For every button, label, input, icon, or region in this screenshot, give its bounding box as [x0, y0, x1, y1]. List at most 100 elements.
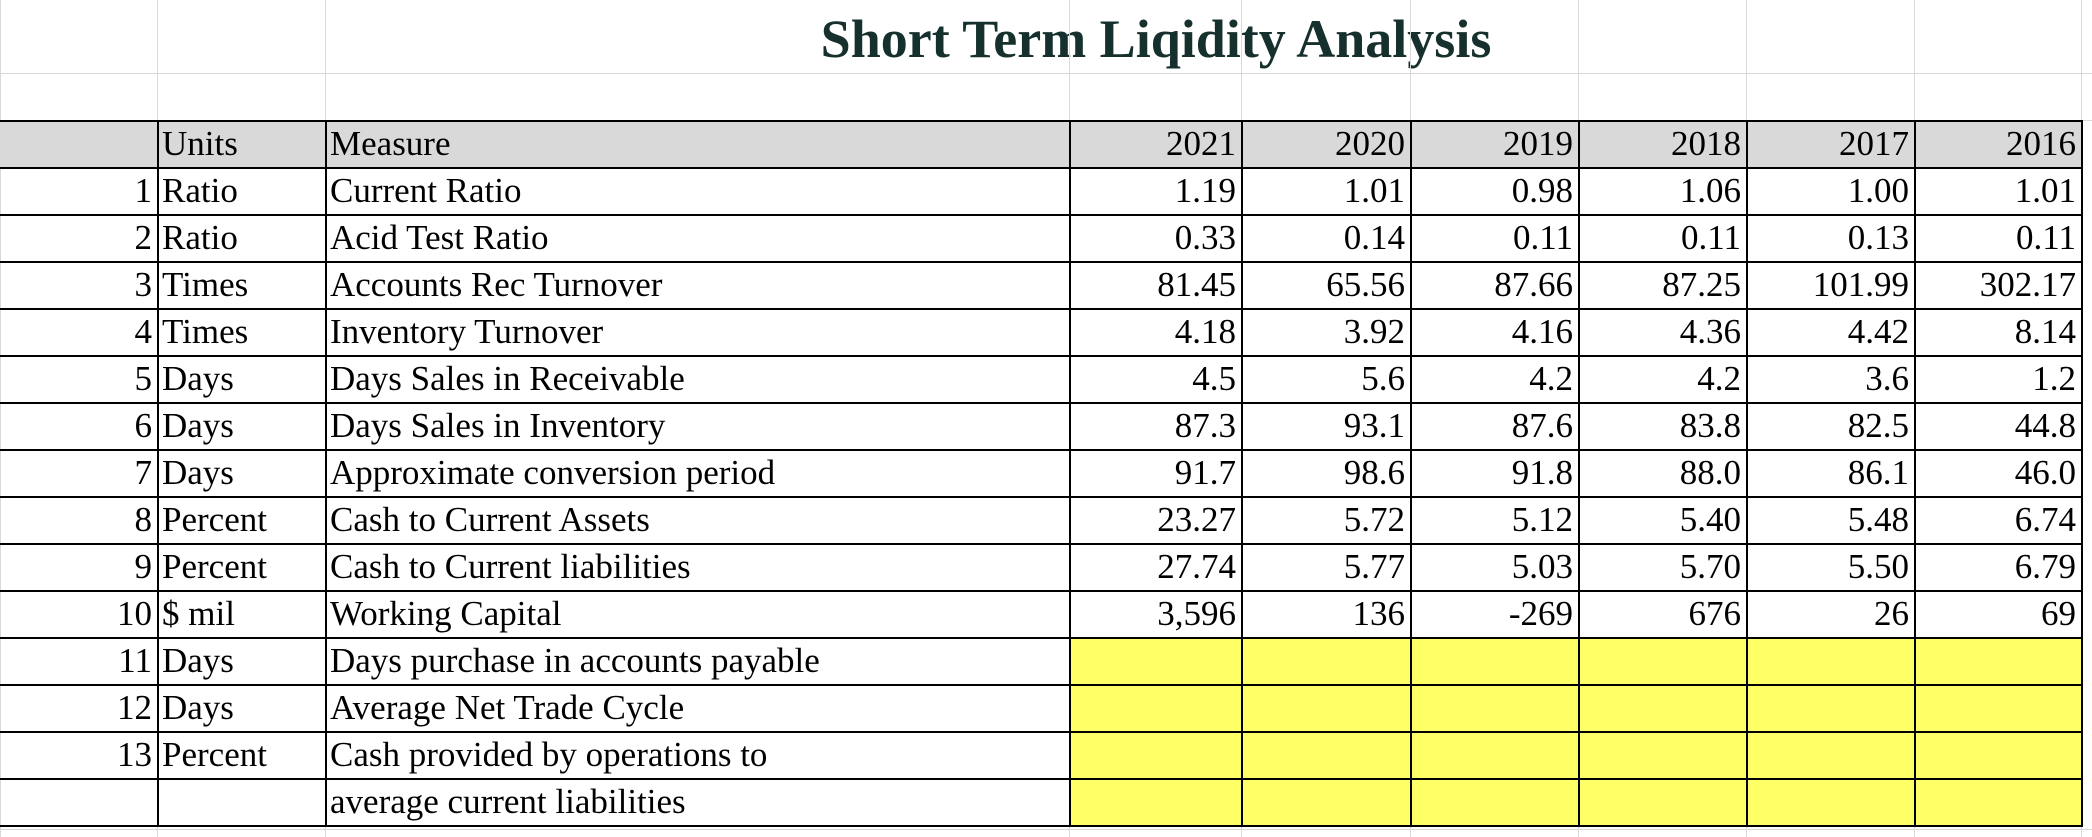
value-cell: 101.99: [1812, 265, 1909, 304]
value-cell: 5.40: [1679, 500, 1741, 539]
value-cell: 46.0: [2014, 453, 2076, 492]
units-cell: $ mil: [162, 594, 235, 633]
value-cell: 1.01: [2014, 171, 2076, 210]
col-border: [1410, 120, 1412, 827]
row-number: 12: [117, 688, 152, 727]
row-border: [0, 825, 2083, 827]
row-border: [0, 261, 2083, 263]
measure-cell: Current Ratio: [330, 171, 522, 210]
measure-cell: Acid Test Ratio: [330, 218, 549, 257]
units-cell: Days: [162, 406, 234, 445]
value-cell: 27.74: [1157, 547, 1236, 586]
value-cell: 4.42: [1847, 312, 1909, 351]
row-border: [0, 778, 2083, 780]
units-cell: Times: [162, 312, 249, 351]
row-number: 5: [134, 359, 153, 398]
value-cell: 5.03: [1511, 547, 1573, 586]
value-cell: 5.70: [1679, 547, 1741, 586]
col-border: [1069, 120, 1071, 827]
value-cell: 6.74: [2014, 500, 2076, 539]
value-cell: 65.56: [1326, 265, 1405, 304]
column-header: 2016: [2006, 124, 2076, 163]
value-cell: 4.2: [1529, 359, 1573, 398]
units-cell: Percent: [162, 547, 267, 586]
value-cell: 3.92: [1343, 312, 1405, 351]
value-cell: 0.11: [1681, 218, 1741, 257]
value-cell: 93.1: [1343, 406, 1405, 445]
header-band: [0, 120, 2081, 167]
units-cell: Ratio: [162, 171, 238, 210]
row-number: 9: [134, 547, 153, 586]
measure-cell: Cash to Current Assets: [330, 500, 650, 539]
measure-cell: Cash to Current liabilities: [330, 547, 691, 586]
value-cell: 23.27: [1157, 500, 1236, 539]
value-cell: 5.48: [1847, 500, 1909, 539]
units-cell: Days: [162, 359, 234, 398]
value-cell: 91.8: [1511, 453, 1573, 492]
measure-cell: Accounts Rec Turnover: [330, 265, 663, 304]
value-cell: 4.5: [1192, 359, 1236, 398]
row-number: 2: [134, 218, 153, 257]
grid-line: [0, 0, 1, 837]
row-number: 6: [134, 406, 153, 445]
value-cell: 0.14: [1343, 218, 1405, 257]
value-cell: 136: [1352, 594, 1406, 633]
row-border: [0, 684, 2083, 686]
value-cell: 86.1: [1847, 453, 1909, 492]
value-cell: 3.6: [1865, 359, 1909, 398]
value-cell: 87.25: [1662, 265, 1741, 304]
column-header: 2017: [1839, 124, 1909, 163]
column-header: 2020: [1335, 124, 1405, 163]
value-cell: 87.66: [1494, 265, 1573, 304]
value-cell: 44.8: [2014, 406, 2076, 445]
value-cell: 5.50: [1847, 547, 1909, 586]
value-cell: 3,596: [1157, 594, 1236, 633]
col-border: [1241, 120, 1243, 827]
measure-cell: Approximate conversion period: [330, 453, 776, 492]
value-cell: 676: [1688, 594, 1742, 633]
measure-cell: Cash provided by operations to: [330, 735, 768, 774]
col-border: [1914, 120, 1916, 827]
measure-cell: Days Sales in Inventory: [330, 406, 666, 445]
measure-cell: average current liabilities: [330, 782, 686, 821]
value-cell: 4.2: [1697, 359, 1741, 398]
title: Short Term Liqidity Analysis: [820, 9, 1492, 69]
row-border: [0, 214, 2083, 216]
row-number: 3: [134, 265, 153, 304]
row-number: 8: [134, 500, 153, 539]
measure-cell: Days purchase in accounts payable: [330, 641, 820, 680]
col-border: [1746, 120, 1748, 827]
column-header: 2019: [1503, 124, 1573, 163]
value-cell: 1.01: [1343, 171, 1405, 210]
column-header: Measure: [330, 124, 451, 163]
value-cell: 87.3: [1174, 406, 1236, 445]
value-cell: 26: [1874, 594, 1909, 633]
value-cell: 5.6: [1361, 359, 1405, 398]
row-border: [0, 543, 2083, 545]
value-cell: 0.11: [1513, 218, 1573, 257]
value-cell: 1.06: [1679, 171, 1741, 210]
value-cell: 98.6: [1343, 453, 1405, 492]
units-cell: Days: [162, 641, 234, 680]
row-number: 10: [117, 594, 152, 633]
row-border: [0, 590, 2083, 592]
value-cell: 5.77: [1343, 547, 1405, 586]
value-cell: -269: [1508, 594, 1573, 633]
row-border: [0, 496, 2083, 498]
measure-cell: Average Net Trade Cycle: [330, 688, 685, 727]
column-header: 2021: [1166, 124, 1236, 163]
value-cell: 1.2: [2032, 359, 2076, 398]
grid-line: [0, 829, 2092, 830]
units-cell: Percent: [162, 735, 267, 774]
row-border: [0, 167, 2083, 169]
row-border: [0, 731, 2083, 733]
value-cell: 69: [2041, 594, 2076, 633]
units-cell: Percent: [162, 500, 267, 539]
col-border: [2081, 120, 2083, 827]
column-header: 2018: [1671, 124, 1741, 163]
value-cell: 0.11: [2016, 218, 2076, 257]
value-cell: 4.16: [1511, 312, 1573, 351]
units-cell: Ratio: [162, 218, 238, 257]
value-cell: 0.13: [1847, 218, 1909, 257]
measure-cell: Inventory Turnover: [330, 312, 604, 351]
